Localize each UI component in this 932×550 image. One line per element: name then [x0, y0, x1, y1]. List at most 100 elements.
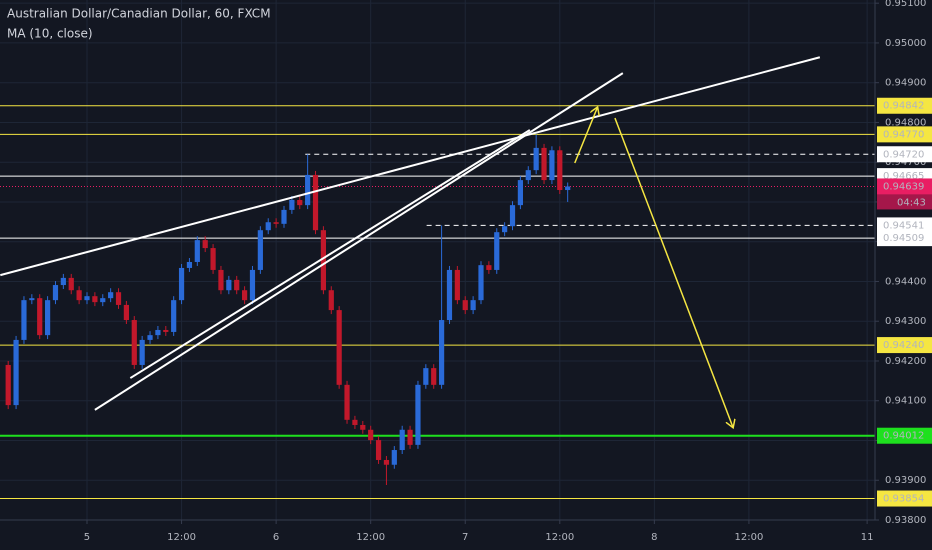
y-tick-label: 0.94700: [885, 157, 926, 168]
candle-body: [52, 285, 59, 301]
candle-body: [226, 279, 232, 291]
y-tick-label: 0.94200: [885, 356, 926, 367]
candle-body: [92, 296, 98, 303]
candle-body: [202, 240, 208, 249]
candle-body: [462, 300, 468, 311]
candle-body: [383, 459, 390, 465]
candle-body: [486, 265, 492, 270]
x-tick-label: 12:00: [735, 532, 764, 543]
candle-body: [297, 199, 303, 206]
level-label: 0.93854: [883, 494, 924, 505]
candle-body: [171, 300, 177, 332]
countdown-label: 04:43: [897, 197, 926, 208]
candle-body: [194, 240, 200, 262]
level-label-box: [877, 97, 932, 114]
candle-body: [131, 320, 137, 365]
candle-body: [423, 368, 429, 385]
candle-body: [115, 292, 122, 305]
arrow: [574, 107, 598, 164]
level-label-box: [877, 230, 932, 247]
candle-body: [21, 300, 27, 340]
time-axis-bg: [0, 520, 875, 550]
candle-body: [502, 226, 508, 233]
candle-body: [37, 298, 43, 336]
trend-line: [0, 56, 821, 277]
candle-body: [399, 429, 405, 451]
axes: 0.938000.939000.940000.941000.942000.943…: [84, 0, 927, 543]
candle-body: [210, 248, 216, 270]
arrow: [614, 117, 733, 428]
trend-line: [129, 129, 531, 379]
level-label-box: [877, 337, 932, 354]
candle-body: [281, 209, 287, 224]
level-label-box: [877, 146, 932, 163]
y-tick-label: 0.94100: [885, 396, 926, 407]
level-label: 0.94770: [883, 129, 924, 140]
x-tick-label: 12:00: [545, 532, 574, 543]
candle-body: [265, 222, 271, 231]
candle-body: [163, 329, 169, 332]
candle-body: [155, 329, 161, 336]
candle-body: [320, 230, 326, 291]
candle-body: [446, 269, 453, 321]
x-tick-label: 11: [861, 532, 874, 543]
candle-body: [470, 300, 476, 311]
candle-body: [178, 267, 185, 301]
level-label-box: [877, 427, 932, 444]
candle-body: [249, 269, 256, 301]
indicator-label: MA (10, close): [7, 27, 93, 41]
y-tick-label: 0.94300: [885, 316, 926, 327]
candle-body: [84, 296, 90, 301]
candle-body: [360, 424, 366, 430]
grid: [0, 0, 875, 521]
candle-body: [257, 230, 263, 270]
candle-body: [352, 419, 358, 425]
candle-body: [517, 180, 523, 206]
level-labels: 0.94842 0.94770 0.94720 0.94665 0.94541 0.945…: [877, 97, 932, 507]
y-tick-label: 0.94900: [885, 78, 926, 89]
candle-body: [407, 429, 413, 445]
candle-body: [186, 261, 193, 268]
candle-body: [60, 277, 66, 286]
candle-body: [454, 269, 460, 301]
candle-body: [234, 279, 240, 291]
y-tick-label: 0.94800: [885, 117, 926, 128]
candle-body: [344, 384, 350, 420]
y-tick-label: 0.93800: [885, 515, 926, 526]
y-tick-label: 0.94400: [885, 276, 926, 287]
candle-body: [525, 170, 531, 181]
x-tick-label: 8: [651, 532, 657, 543]
candle-body: [29, 298, 35, 301]
level-label-box: [877, 178, 932, 195]
candle-body: [305, 174, 311, 206]
candle-body: [415, 384, 421, 445]
trend-line: [94, 72, 624, 411]
level-label: 0.94842: [883, 101, 924, 112]
candle-body: [139, 339, 145, 365]
candle-body: [533, 147, 539, 171]
candle-body: [438, 320, 445, 385]
candle-body: [218, 269, 224, 291]
candle-body: [289, 199, 295, 210]
candle-body: [328, 290, 334, 311]
countdown-box: [877, 194, 932, 210]
candle-body: [273, 222, 279, 224]
candle-body: [509, 205, 516, 227]
level-label: 0.94240: [883, 340, 924, 351]
candle-body: [494, 232, 500, 270]
candle-body: [13, 339, 19, 406]
candle-body: [241, 290, 248, 301]
x-tick-label: 6: [273, 532, 279, 543]
candle-body: [147, 335, 153, 340]
level-label-box: [877, 126, 932, 143]
candle-body: [375, 440, 382, 460]
y-tick-label: 0.95000: [885, 38, 926, 49]
level-label: 0.94541: [883, 220, 924, 231]
candle-body: [557, 150, 563, 191]
candle-body: [478, 265, 484, 301]
candle-body: [44, 300, 51, 336]
candle-body: [391, 450, 397, 465]
candle-body: [431, 368, 437, 385]
